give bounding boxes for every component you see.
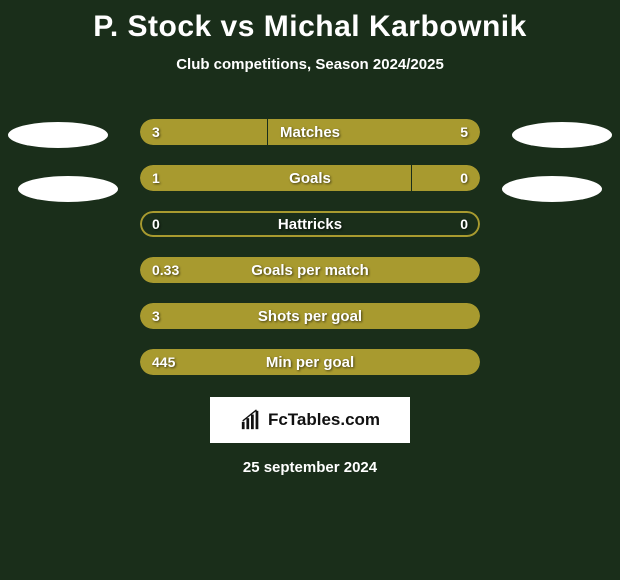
stat-value-left: 3 — [152, 308, 160, 324]
bar-segment-full — [140, 303, 480, 329]
stat-label: Hattricks — [140, 216, 480, 233]
stat-value-left: 445 — [152, 354, 175, 370]
stat-value-left: 3 — [152, 124, 160, 140]
stat-bar: Goals per match0.33 — [140, 257, 480, 283]
stat-bar: Goals10 — [140, 165, 480, 191]
stat-value-right: 0 — [460, 170, 468, 186]
page-title: P. Stock vs Michal Karbownik — [0, 0, 620, 44]
brand-logo-icon — [240, 409, 262, 431]
subtitle: Club competitions, Season 2024/2025 — [0, 56, 620, 73]
stat-value-right: 0 — [460, 216, 468, 232]
stat-row: Shots per goal3 — [0, 293, 620, 339]
bar-segment-right — [412, 165, 480, 191]
stat-row: Goals10 — [0, 155, 620, 201]
bar-segment-right — [268, 119, 481, 145]
bar-outline — [140, 211, 480, 237]
stat-value-right: 5 — [460, 124, 468, 140]
stat-row: Goals per match0.33 — [0, 247, 620, 293]
stat-value-left: 0 — [152, 216, 160, 232]
date-label: 25 september 2024 — [0, 459, 620, 476]
stat-value-left: 1 — [152, 170, 160, 186]
bar-segment-full — [140, 257, 480, 283]
bar-segment-full — [140, 349, 480, 375]
stat-bar: Shots per goal3 — [140, 303, 480, 329]
stat-row: Min per goal445 — [0, 339, 620, 385]
stat-row: Matches35 — [0, 109, 620, 155]
stat-value-left: 0.33 — [152, 262, 179, 278]
brand-text: FcTables.com — [268, 410, 380, 430]
stat-bar: Hattricks0 0 — [140, 211, 480, 237]
stat-row: Hattricks0 0 — [0, 201, 620, 247]
stat-bar: Matches35 — [140, 119, 480, 145]
stats-rows: Matches35Goals10Hattricks00Goals per mat… — [0, 109, 620, 385]
bar-segment-left — [140, 165, 411, 191]
brand-box[interactable]: FcTables.com — [210, 397, 410, 443]
stat-bar: Min per goal445 — [140, 349, 480, 375]
